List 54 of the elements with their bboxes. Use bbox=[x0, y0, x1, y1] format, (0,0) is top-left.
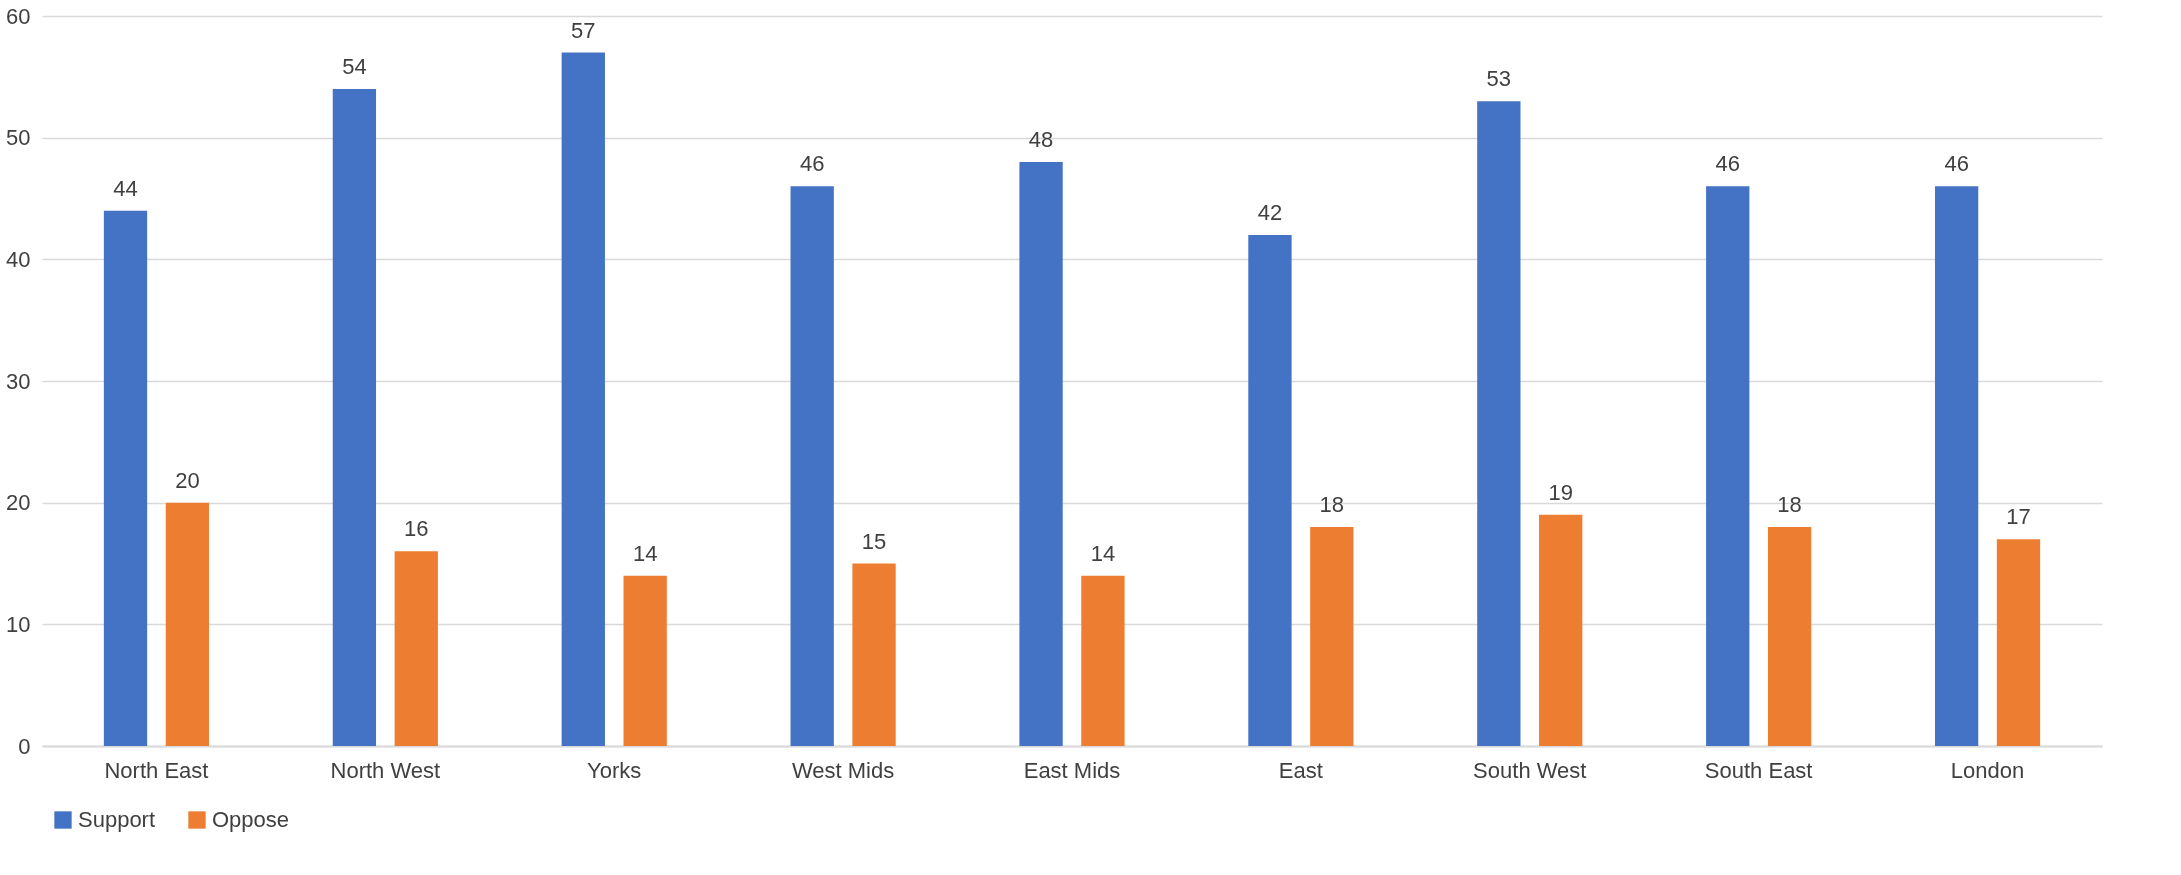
y-tick-label: 50 bbox=[6, 125, 31, 151]
data-label: 53 bbox=[1486, 66, 1512, 92]
bar bbox=[394, 551, 438, 746]
data-label: 54 bbox=[342, 54, 367, 79]
bar bbox=[561, 52, 605, 746]
legend-label: Support bbox=[78, 807, 156, 832]
data-label: 18 bbox=[1777, 492, 1802, 517]
bar bbox=[852, 563, 896, 746]
data-label: 57 bbox=[571, 17, 596, 43]
y-tick-label: 20 bbox=[6, 490, 31, 516]
data-label: 48 bbox=[1028, 127, 1054, 152]
x-tick-label: North West bbox=[330, 757, 441, 783]
data-label: 46 bbox=[799, 151, 825, 177]
x-tick-label: London bbox=[1950, 757, 2025, 783]
data-label: 46 bbox=[1944, 151, 1969, 177]
y-tick-label: 10 bbox=[6, 611, 31, 637]
bar bbox=[1248, 235, 1292, 746]
y-tick-label: 60 bbox=[6, 3, 31, 29]
bar bbox=[1477, 101, 1521, 746]
bar bbox=[790, 186, 834, 746]
bar bbox=[623, 575, 667, 746]
bar bbox=[332, 89, 377, 746]
bar bbox=[1706, 186, 1750, 746]
data-label: 14 bbox=[632, 540, 658, 566]
bar bbox=[1996, 539, 2041, 746]
x-tick-label: East Mids bbox=[1023, 757, 1121, 783]
data-label: 42 bbox=[1257, 200, 1283, 225]
bar bbox=[1081, 575, 1125, 746]
data-label: 15 bbox=[861, 528, 887, 554]
data-label: 18 bbox=[1319, 492, 1345, 517]
x-tick-label: South West bbox=[1473, 757, 1587, 783]
data-label: 16 bbox=[404, 516, 429, 542]
bar bbox=[165, 502, 210, 746]
bar bbox=[103, 210, 148, 746]
bar bbox=[1539, 514, 1583, 746]
data-label: 14 bbox=[1090, 540, 1116, 566]
bar bbox=[1310, 527, 1354, 746]
x-tick-label: East bbox=[1278, 757, 1323, 783]
data-label: 17 bbox=[2006, 504, 2031, 530]
legend-label: Oppose bbox=[212, 807, 290, 832]
x-tick-label: Yorks bbox=[587, 757, 642, 783]
bar bbox=[1019, 162, 1063, 746]
y-tick-label: 40 bbox=[6, 246, 31, 272]
y-tick-label: 0 bbox=[18, 733, 31, 759]
x-tick-label: North East bbox=[104, 757, 209, 783]
bar bbox=[1934, 186, 1979, 746]
x-tick-label: West Mids bbox=[791, 757, 895, 783]
data-label: 19 bbox=[1548, 479, 1573, 505]
bar bbox=[1767, 527, 1812, 746]
data-label: 44 bbox=[113, 175, 138, 201]
data-label: 46 bbox=[1715, 151, 1740, 177]
y-tick-label: 30 bbox=[6, 368, 31, 394]
x-tick-label: South East bbox=[1704, 757, 1813, 783]
data-label: 20 bbox=[175, 467, 200, 493]
